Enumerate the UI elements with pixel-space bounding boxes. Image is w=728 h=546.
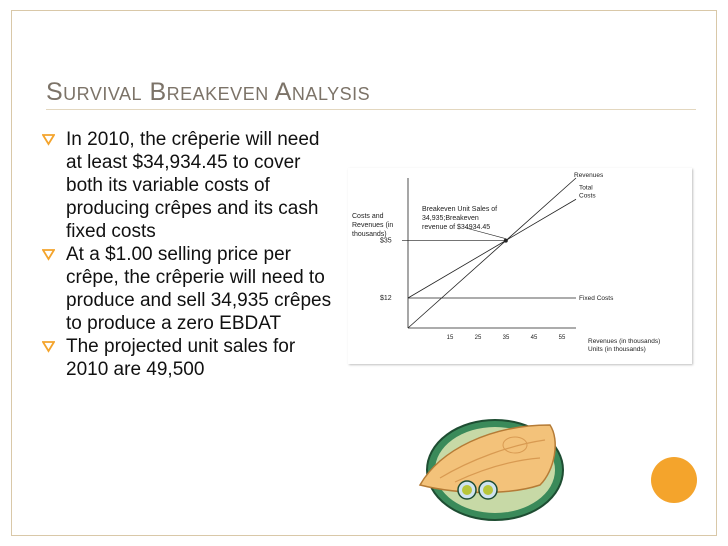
series-label-revenues: Revenues: [574, 172, 604, 179]
chart-annotation: Breakeven Unit Sales of 34,935;Breakeven r…: [422, 206, 497, 231]
x-tick-label: 15: [447, 335, 454, 341]
breakeven-chart: Costs and Revenues (in thousands) Breakeve…: [348, 168, 692, 364]
series-label-total-costs: Total Costs: [579, 184, 596, 199]
bullet-list: In 2010, the crêperie will need at least…: [42, 128, 334, 381]
y-tick-label: $12: [380, 295, 392, 302]
series-line-total-costs: [407, 198, 577, 299]
x-tick-label: 55: [559, 335, 566, 341]
title-divider: [46, 109, 696, 110]
x-tick-label: 45: [531, 335, 538, 341]
bullet-item: At a $1.00 selling price per crêpe, the …: [42, 243, 334, 335]
x-tick-label: 25: [475, 335, 482, 341]
bullet-text: The projected unit sales for 2010 are 49…: [66, 336, 296, 380]
annotation-pointer: [465, 227, 506, 239]
breakeven-point: [503, 238, 508, 243]
bullet-item: In 2010, the crêperie will need at least…: [42, 128, 334, 243]
bullet-triangle-icon: [42, 249, 55, 261]
accent-circle: [651, 457, 697, 503]
bullet-text: In 2010, the crêperie will need at least…: [66, 129, 320, 242]
slide-title: Survival Breakeven Analysis: [46, 78, 371, 106]
slide-frame: [11, 10, 717, 536]
chart-plot-area: Revenues Total Costs Fixed Costs 15 25 35 45 55 $…: [380, 172, 614, 341]
series-line-revenues: [407, 177, 577, 329]
y-tick-label: $35: [380, 238, 392, 245]
chart-xlabel: Revenues (in thousands) Units (in thousan…: [588, 338, 660, 353]
chart-ylabel: Costs and Revenues (in thousands): [352, 213, 393, 238]
bullet-item: The projected unit sales for 2010 are 49…: [42, 335, 334, 381]
crepe-plate-illustration: [418, 419, 564, 521]
bullet-text: At a $1.00 selling price per crêpe, the …: [66, 244, 332, 334]
bullet-triangle-icon: [42, 134, 55, 146]
series-label-fixed-costs: Fixed Costs: [579, 295, 614, 302]
x-tick-label: 35: [503, 335, 510, 341]
bullet-triangle-icon: [42, 341, 55, 353]
